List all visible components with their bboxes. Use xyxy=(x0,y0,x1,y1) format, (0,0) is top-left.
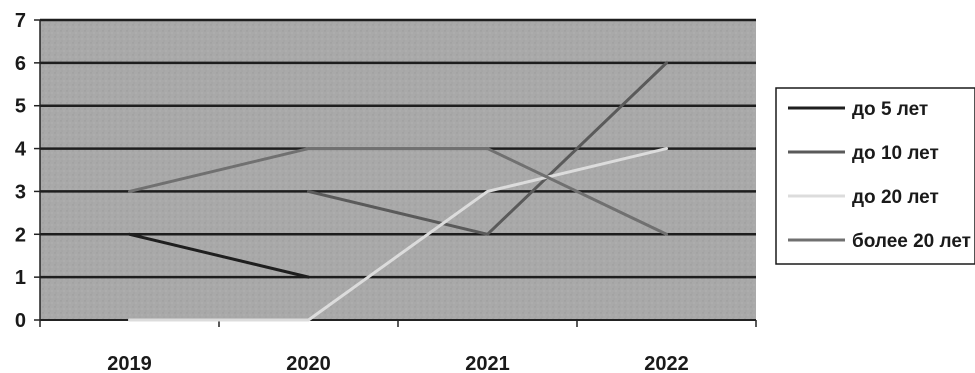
x-tick-label: 2022 xyxy=(644,353,689,373)
series-line xyxy=(128,232,310,279)
legend-label: более 20 лет xyxy=(852,231,971,252)
y-tick-label: 1 xyxy=(15,267,26,289)
y-tick-label: 4 xyxy=(15,139,27,161)
gridlines xyxy=(40,18,756,279)
y-tick-label: 3 xyxy=(15,181,26,203)
x-tick-label: 2021 xyxy=(465,353,510,373)
series-lines xyxy=(128,61,668,322)
legend-box xyxy=(775,87,975,265)
plot-area xyxy=(40,20,756,320)
x-tick-label: 2020 xyxy=(286,353,331,373)
y-tick-label: 2 xyxy=(15,224,26,246)
y-tick-labels: 0 1 2 3 4 5 6 7 xyxy=(15,10,27,332)
legend-label: до 5 лет xyxy=(852,99,928,120)
y-tick-label: 6 xyxy=(15,53,26,75)
series-line xyxy=(307,61,668,236)
y-tick-label: 5 xyxy=(15,96,26,118)
legend-label: до 20 лет xyxy=(852,187,939,208)
series-line xyxy=(128,147,668,236)
legend-label: до 10 лет xyxy=(852,143,939,164)
series-line xyxy=(128,147,668,322)
x-tick-labels: 2019 2020 2021 2022 xyxy=(107,353,689,373)
x-tick-label: 2019 xyxy=(107,353,152,373)
y-tick-label: 7 xyxy=(15,10,26,32)
legend: до 5 лет до 10 лет до 20 лет более 20 лет xyxy=(775,87,975,265)
y-tick-label: 0 xyxy=(15,310,26,332)
